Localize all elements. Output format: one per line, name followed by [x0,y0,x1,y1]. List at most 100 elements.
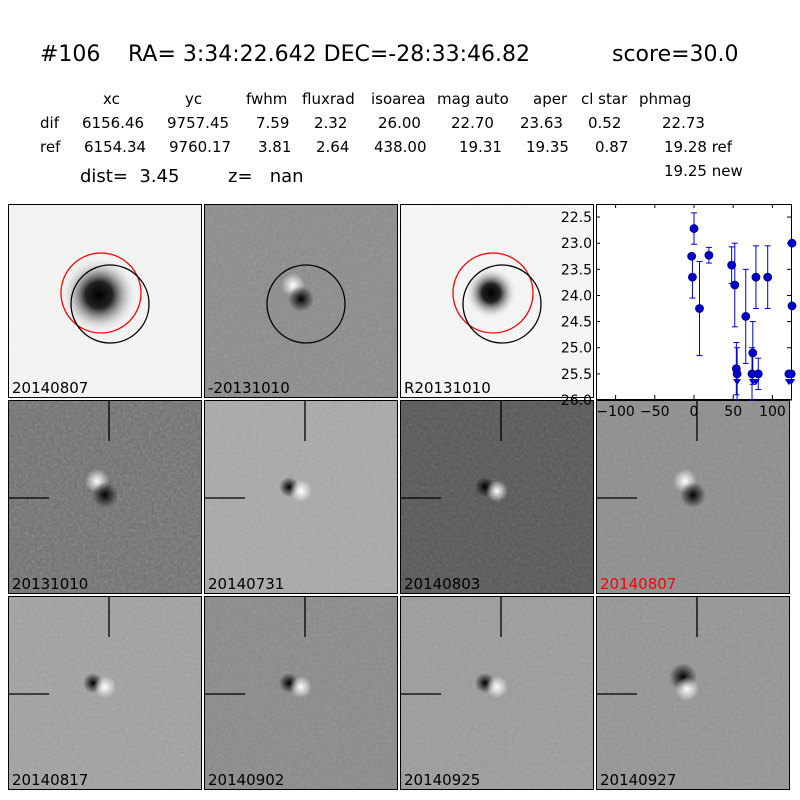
stamp-date-label: R20131010 [404,379,491,397]
stamp-date-label: 20140927 [600,771,677,789]
data-point [753,369,763,379]
new-phmag: 19.25 new [664,162,743,180]
stamp-image [9,597,201,789]
y-tick-label: 23.5 [561,262,592,278]
row-ref-label: ref [40,138,61,156]
positive-lobe [486,676,508,698]
dif-mag-auto: 22.70 [451,114,494,132]
stamp-image [597,401,789,593]
score: score=30.0 [612,42,739,67]
data-point [751,272,761,282]
new-aperture-circle [462,264,542,344]
stamp-image [9,401,201,593]
dif-fluxrad: 2.32 [314,114,348,132]
stamp-panel: 20140927 [596,596,790,790]
dif-cl-star: 0.52 [588,114,622,132]
stamp-panel: 20140817 [8,596,202,790]
y-tick-label: 24.0 [561,288,592,304]
negative-lobe [288,286,314,312]
light-curve-svg: 22.5 23.0 23.5 24.0 24.5 25.0 25.5 26.0−100 −50 0… [561,204,797,420]
negative-lobe [680,482,706,508]
stamp-image [205,401,397,593]
x-tick-label: −50 [640,404,670,420]
positive-lobe [486,480,508,502]
y-tick-label: 23.0 [561,236,592,252]
positive-lobe [290,676,312,698]
ref-xc: 6154.34 [84,138,147,156]
data-point [695,304,704,313]
ref-cl-star: 0.87 [595,138,629,156]
stamp-image [401,205,593,397]
data-point [748,348,758,358]
dif-phmag: 22.73 [662,114,705,132]
stamp-panel: 20140925 [400,596,594,790]
stamp-image [401,401,593,593]
dif-xc: 6156.46 [82,114,145,132]
source-blob [61,257,137,333]
ref-aper: 19.35 [526,138,569,156]
y-tick-label: 24.5 [561,315,592,331]
data-point [787,301,797,311]
data-point [689,224,699,233]
stamp-panel: R20131010 [400,204,594,398]
x-tick-label: 0 [690,404,699,420]
upper-limit-marker [751,379,760,386]
row-dif-label: dif [40,114,59,132]
negative-lobe [92,482,118,508]
stamp-date-label: 20140731 [208,575,285,593]
data-point [730,280,740,290]
col-isoarea: isoarea [371,90,426,108]
light-curve-chart: 22.5 23.0 23.5 24.0 24.5 25.0 25.5 26.0 −100 −50 0… [561,204,797,420]
stamp-panel: 20140731 [204,400,398,594]
stamp-panel: 20140803 [400,400,594,594]
upper-limit-marker [733,379,742,386]
ra-dec: RA= 3:34:22.642 DEC=-28:33:46.82 [128,42,531,67]
stamp-date-label: 20140817 [12,771,89,789]
positive-lobe [94,676,116,698]
col-aper: aper [533,90,568,108]
col-phmag: phmag [639,90,692,108]
y-tick-label: 26.0 [561,393,592,409]
y-tick-label: 25.5 [561,367,592,383]
ref-aperture-circle [60,252,142,334]
stamp-date-label: -20131010 [208,379,290,397]
stamp-date-label: 20140902 [208,771,285,789]
data-point [732,369,742,379]
positive-lobe [675,677,699,701]
x-tick-label: 50 [724,404,742,420]
stamp-panel: 20140807 [596,400,790,594]
ref-phmag: 19.28 ref [664,138,733,156]
source-blob [465,267,517,319]
col-fluxrad: fluxrad [302,90,355,108]
data-point [763,272,773,282]
stamp-panel: 20140902 [204,596,398,790]
new-aperture-circle [266,264,346,344]
stamp-image [401,597,593,789]
data-point [786,369,796,379]
upper-limit-marker [787,379,796,386]
stamp-image [205,597,397,789]
ref-isoarea: 438.00 [374,138,427,156]
col-xc: xc [103,90,120,108]
data-point [688,272,697,282]
x-tick-label: 100 [759,404,786,420]
ref-aperture-circle [452,252,534,334]
stamp-date-label: 20140925 [404,771,481,789]
ref-fwhm: 3.81 [258,138,292,156]
stamp-panel: -20131010 [204,204,398,398]
candidate-id: #106 [40,42,101,67]
stamp-date-label: 20140807 [600,575,677,593]
data-point [741,311,751,321]
positive-lobe [290,480,312,502]
ref-yc: 9760.17 [169,138,232,156]
stamp-image [9,205,201,397]
col-yc: yc [185,90,203,108]
ref-fluxrad: 2.64 [316,138,350,156]
dif-yc: 9757.45 [167,114,230,132]
dif-isoarea: 26.00 [378,114,421,132]
stamp-panel: 20140807 [8,204,202,398]
dist-value: dist= 3.45 [80,166,180,187]
stamp-date-label: 20140803 [404,575,481,593]
data-point [787,238,797,248]
stamp-image [597,597,789,789]
